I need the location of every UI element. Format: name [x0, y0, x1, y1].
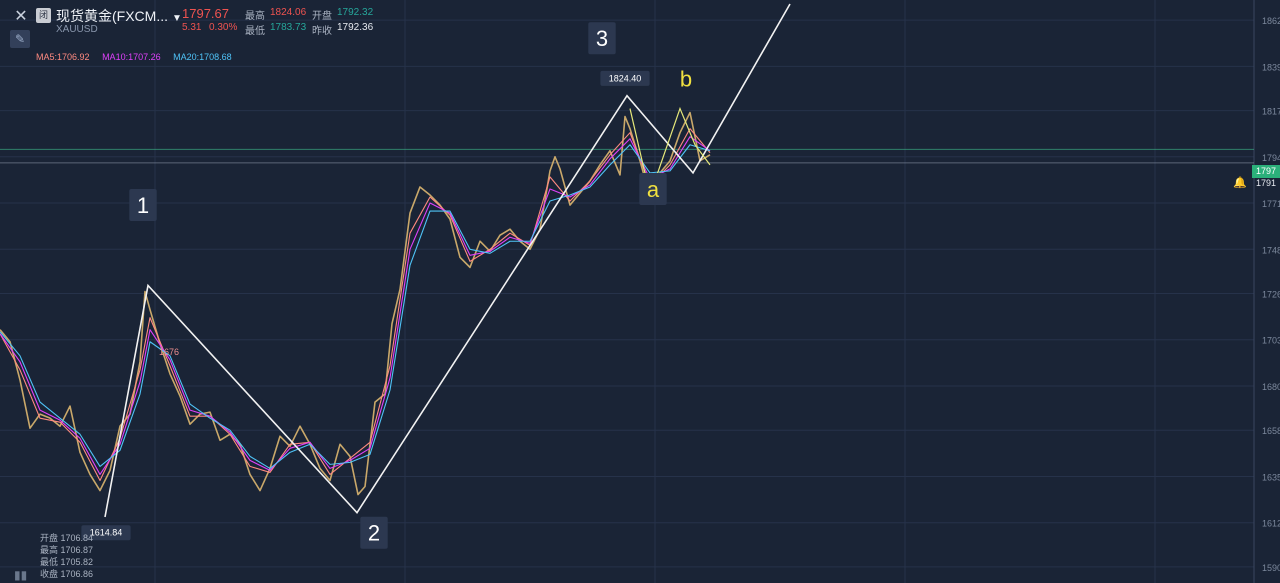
annotation-box-0	[129, 189, 157, 222]
series-line-0	[0, 111, 711, 496]
y-tick-label-0: 1862	[1262, 16, 1280, 26]
annotation-4: b	[680, 66, 692, 91]
annotation-6: 1824.40	[609, 73, 642, 83]
y-tick-label-12: 1590	[1262, 563, 1280, 573]
series-line-2	[0, 136, 711, 475]
y-tick-label-11: 1612	[1262, 519, 1280, 529]
annotation-box-5	[81, 525, 131, 541]
chart-header: ✕ ✎ 闭 现货黄金(FXCM... ▼ XAUUSD 1797.67 5.31 …	[0, 0, 1280, 60]
symbol-badge: 闭	[36, 8, 51, 23]
y-tick-label-8: 1680	[1262, 382, 1280, 392]
ohlc-panel: 开盘 1706.84 最高 1706.87 最低 1705.82 收盘 1706…	[40, 532, 93, 580]
ma5-label: MA5:1706.92	[36, 52, 90, 62]
y-tick-label-2: 1817	[1262, 107, 1280, 117]
high-value: 1824.06	[270, 7, 307, 18]
prev-close-value: 1792.36	[337, 22, 374, 33]
low-value: 1783.73	[270, 22, 307, 33]
close-icon[interactable]: ✕	[14, 8, 28, 25]
annotation-7: 1676	[159, 347, 179, 357]
series-line-3	[0, 144, 711, 469]
last-price: 1797.67	[182, 6, 229, 21]
bell-icon[interactable]: 🔔	[1233, 177, 1247, 189]
prev-close-label: 昨收	[312, 26, 332, 37]
annotation-box-3	[639, 172, 667, 205]
volume-icon[interactable]: ▮▮	[14, 568, 28, 582]
symbol-selector[interactable]: 现货黄金(FXCM... ▼	[56, 6, 182, 26]
current-price-tag: 1797	[1252, 165, 1280, 178]
symbol-code: XAUUSD	[56, 24, 98, 35]
draw-tool-icon[interactable]: ✎	[10, 30, 30, 48]
price-change: 5.31	[182, 22, 202, 33]
annotation-0: 1	[137, 193, 149, 218]
price-change-pct: 0.30%	[209, 22, 238, 33]
caret-down-icon: ▼	[172, 13, 182, 24]
y-tick-label-1: 1839	[1262, 62, 1280, 72]
y-tick-label-3: 1794	[1262, 153, 1280, 163]
y-tick-label-6: 1726	[1262, 290, 1280, 300]
annotation-box-2	[588, 22, 616, 55]
annotation-1: 2	[368, 521, 380, 546]
wave-line-1	[629, 106, 711, 198]
annotation-box-6	[600, 70, 650, 86]
ma-legend: MA5:1706.92 MA10:1707.26 MA20:1708.68	[36, 52, 242, 62]
annotation-2: 3	[596, 26, 608, 51]
annotation-3: a	[647, 177, 660, 202]
open-label: 开盘	[312, 11, 332, 22]
y-tick-label-7: 1703	[1262, 336, 1280, 346]
ohlc-low: 最低 1705.82	[40, 557, 94, 567]
ma20-label: MA20:1708.68	[173, 52, 232, 62]
annotation-box-1	[360, 516, 388, 549]
alert-price-tag: 1791	[1256, 178, 1277, 188]
symbol-name: 现货黄金(FXCM...	[56, 8, 168, 24]
open-value: 1792.32	[337, 7, 374, 18]
y-tick-label-4: 1771	[1262, 199, 1280, 209]
y-tick-label-9: 1658	[1262, 426, 1280, 436]
ohlc-close: 收盘 1706.86	[40, 569, 94, 579]
y-tick-label-10: 1635	[1262, 472, 1280, 482]
series-line-1	[0, 128, 711, 482]
ohlc-high: 最高 1706.87	[40, 545, 94, 555]
low-label: 最低	[245, 26, 265, 37]
ohlc-open: 开盘 1706.84	[40, 533, 94, 543]
ma10-label: MA10:1707.26	[102, 52, 161, 62]
wave-line-0	[104, 3, 791, 518]
high-label: 最高	[245, 11, 265, 22]
annotation-5: 1614.84	[90, 528, 123, 538]
y-tick-label-5: 1748	[1262, 245, 1280, 255]
